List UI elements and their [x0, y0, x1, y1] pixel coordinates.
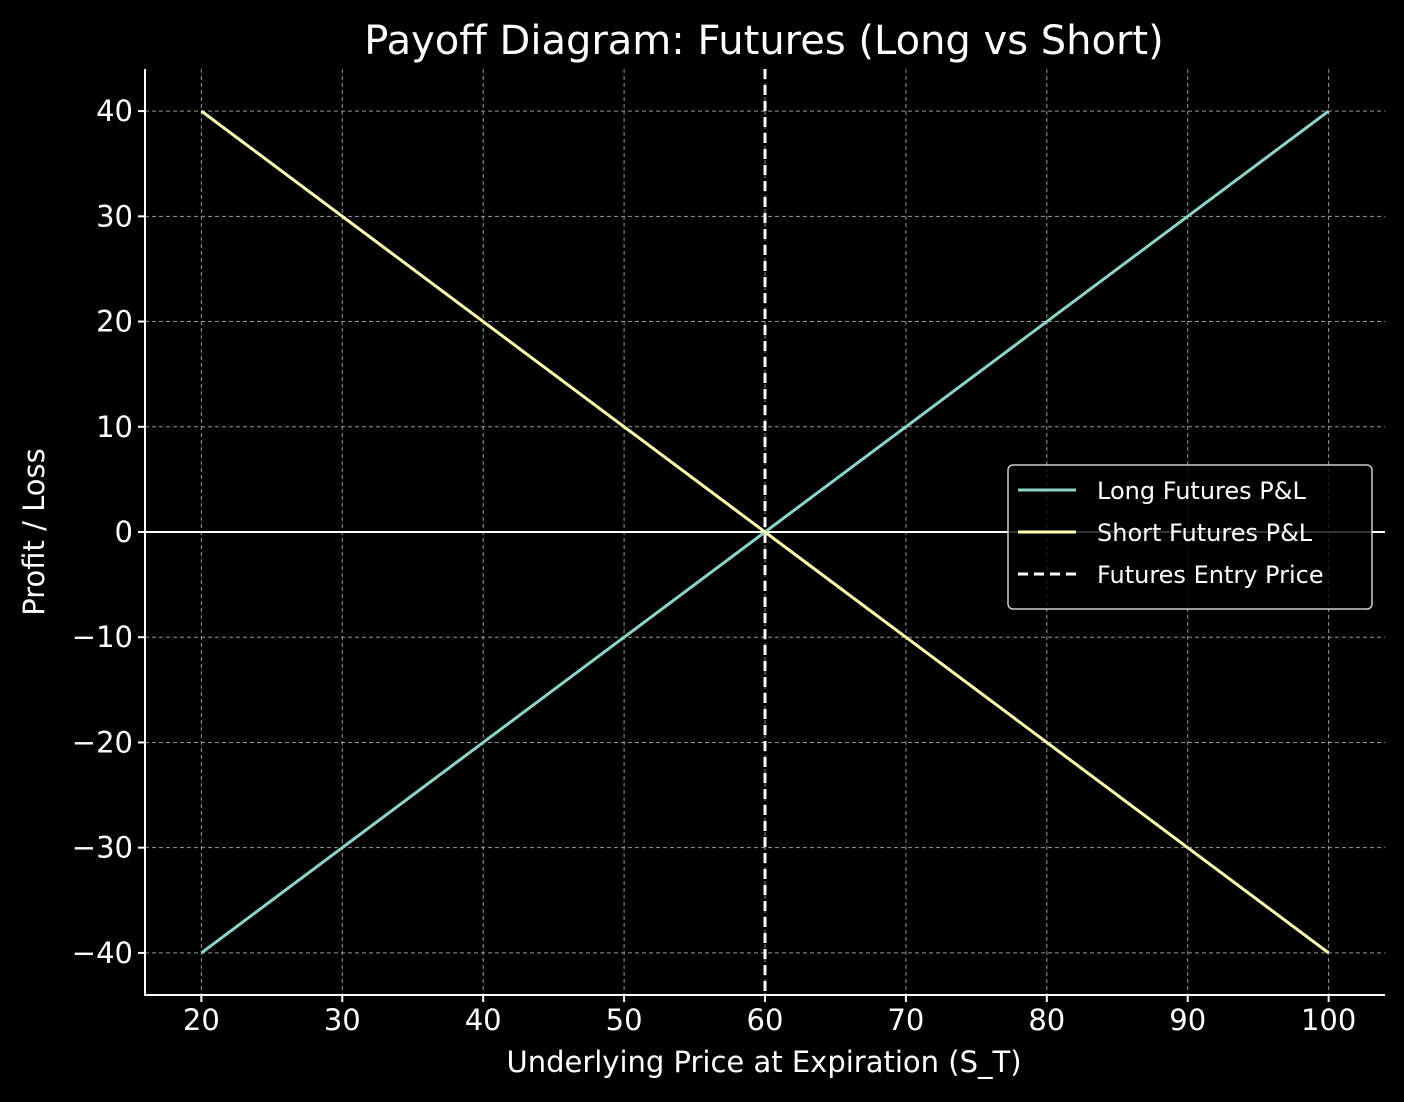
x-tick-label-7: 90 — [1169, 1003, 1206, 1037]
y-tick-label-6: −20 — [72, 725, 133, 759]
y-tick-label-5: −10 — [72, 620, 133, 654]
x-tick-label-3: 50 — [606, 1003, 643, 1037]
x-axis-label: Underlying Price at Expiration (S_T) — [506, 1045, 1021, 1079]
y-tick-label-1: 30 — [96, 199, 133, 233]
series-lines — [200, 109, 1330, 955]
legend: Long Futures P&L Short Futures P&L Futures… — [1007, 464, 1373, 610]
x-tick-label-2: 40 — [465, 1003, 502, 1037]
chart-title: Payoff Diagram: Futures (Long vs Short) — [364, 18, 1163, 64]
y-tick-label-8: −40 — [72, 936, 133, 970]
x-tick-label-0: 20 — [183, 1003, 220, 1037]
y-tick-label-7: −30 — [72, 831, 133, 865]
legend-label-1: Short Futures P&L — [1097, 519, 1313, 547]
x-tick-label-6: 80 — [1028, 1003, 1065, 1037]
y-tick-label-3: 10 — [96, 410, 133, 444]
y-axis-label: Profit / Loss — [17, 448, 51, 615]
y-tick-label-2: 20 — [96, 305, 133, 339]
legend-label-2: Futures Entry Price — [1097, 561, 1324, 589]
y-tick-label-4: 0 — [115, 515, 133, 549]
legend-box — [1007, 464, 1373, 610]
x-tick-label-4: 60 — [747, 1003, 784, 1037]
series-line-short-futures — [200, 109, 1330, 955]
legend-label-0: Long Futures P&L — [1097, 477, 1306, 505]
x-tick-label-5: 70 — [887, 1003, 924, 1037]
y-tick-label-0: 40 — [96, 94, 133, 128]
x-tick-label-8: 100 — [1301, 1003, 1356, 1037]
x-tick-label-1: 30 — [324, 1003, 361, 1037]
